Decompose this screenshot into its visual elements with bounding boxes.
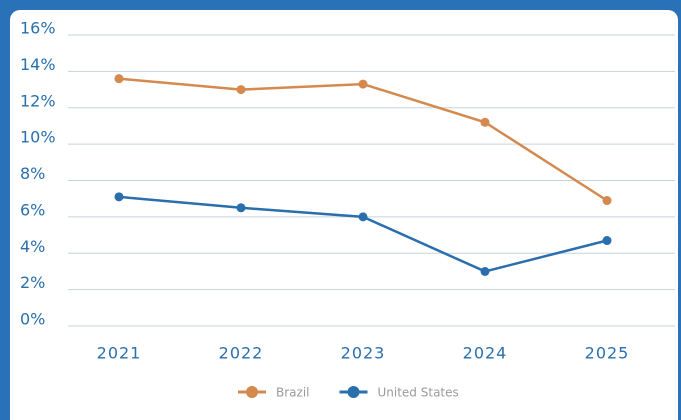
point xyxy=(236,85,246,95)
legend-marker xyxy=(246,386,258,398)
y-tick-label: 14% xyxy=(20,55,56,74)
y-tick-label: 8% xyxy=(20,164,45,183)
series-line xyxy=(118,195,608,273)
point xyxy=(236,203,246,213)
x-tick-label: 2021 xyxy=(97,344,142,363)
y-tick-label: 16% xyxy=(20,19,56,38)
point xyxy=(114,74,124,84)
y-tick-label: 6% xyxy=(20,200,45,219)
y-tick-label: 4% xyxy=(20,237,45,256)
y-tick-label: 12% xyxy=(20,91,56,110)
y-tick-label: 10% xyxy=(20,128,56,147)
legend-label: United States xyxy=(378,386,459,400)
point xyxy=(358,79,368,89)
legend-marker xyxy=(347,386,360,398)
x-tick-label: 2022 xyxy=(219,344,264,363)
y-tick-label: 2% xyxy=(20,273,45,292)
x-tick-label: 2025 xyxy=(585,344,630,363)
point xyxy=(480,266,490,276)
point xyxy=(114,192,124,202)
point xyxy=(602,196,612,206)
point xyxy=(480,117,490,127)
x-tick-label: 2024 xyxy=(463,344,508,363)
y-tick-label: 0% xyxy=(20,310,45,329)
x-tick-label: 2023 xyxy=(341,344,386,363)
point xyxy=(602,236,612,246)
series-line xyxy=(118,77,608,202)
point xyxy=(358,212,368,222)
legend-label: Brazil xyxy=(276,386,310,400)
